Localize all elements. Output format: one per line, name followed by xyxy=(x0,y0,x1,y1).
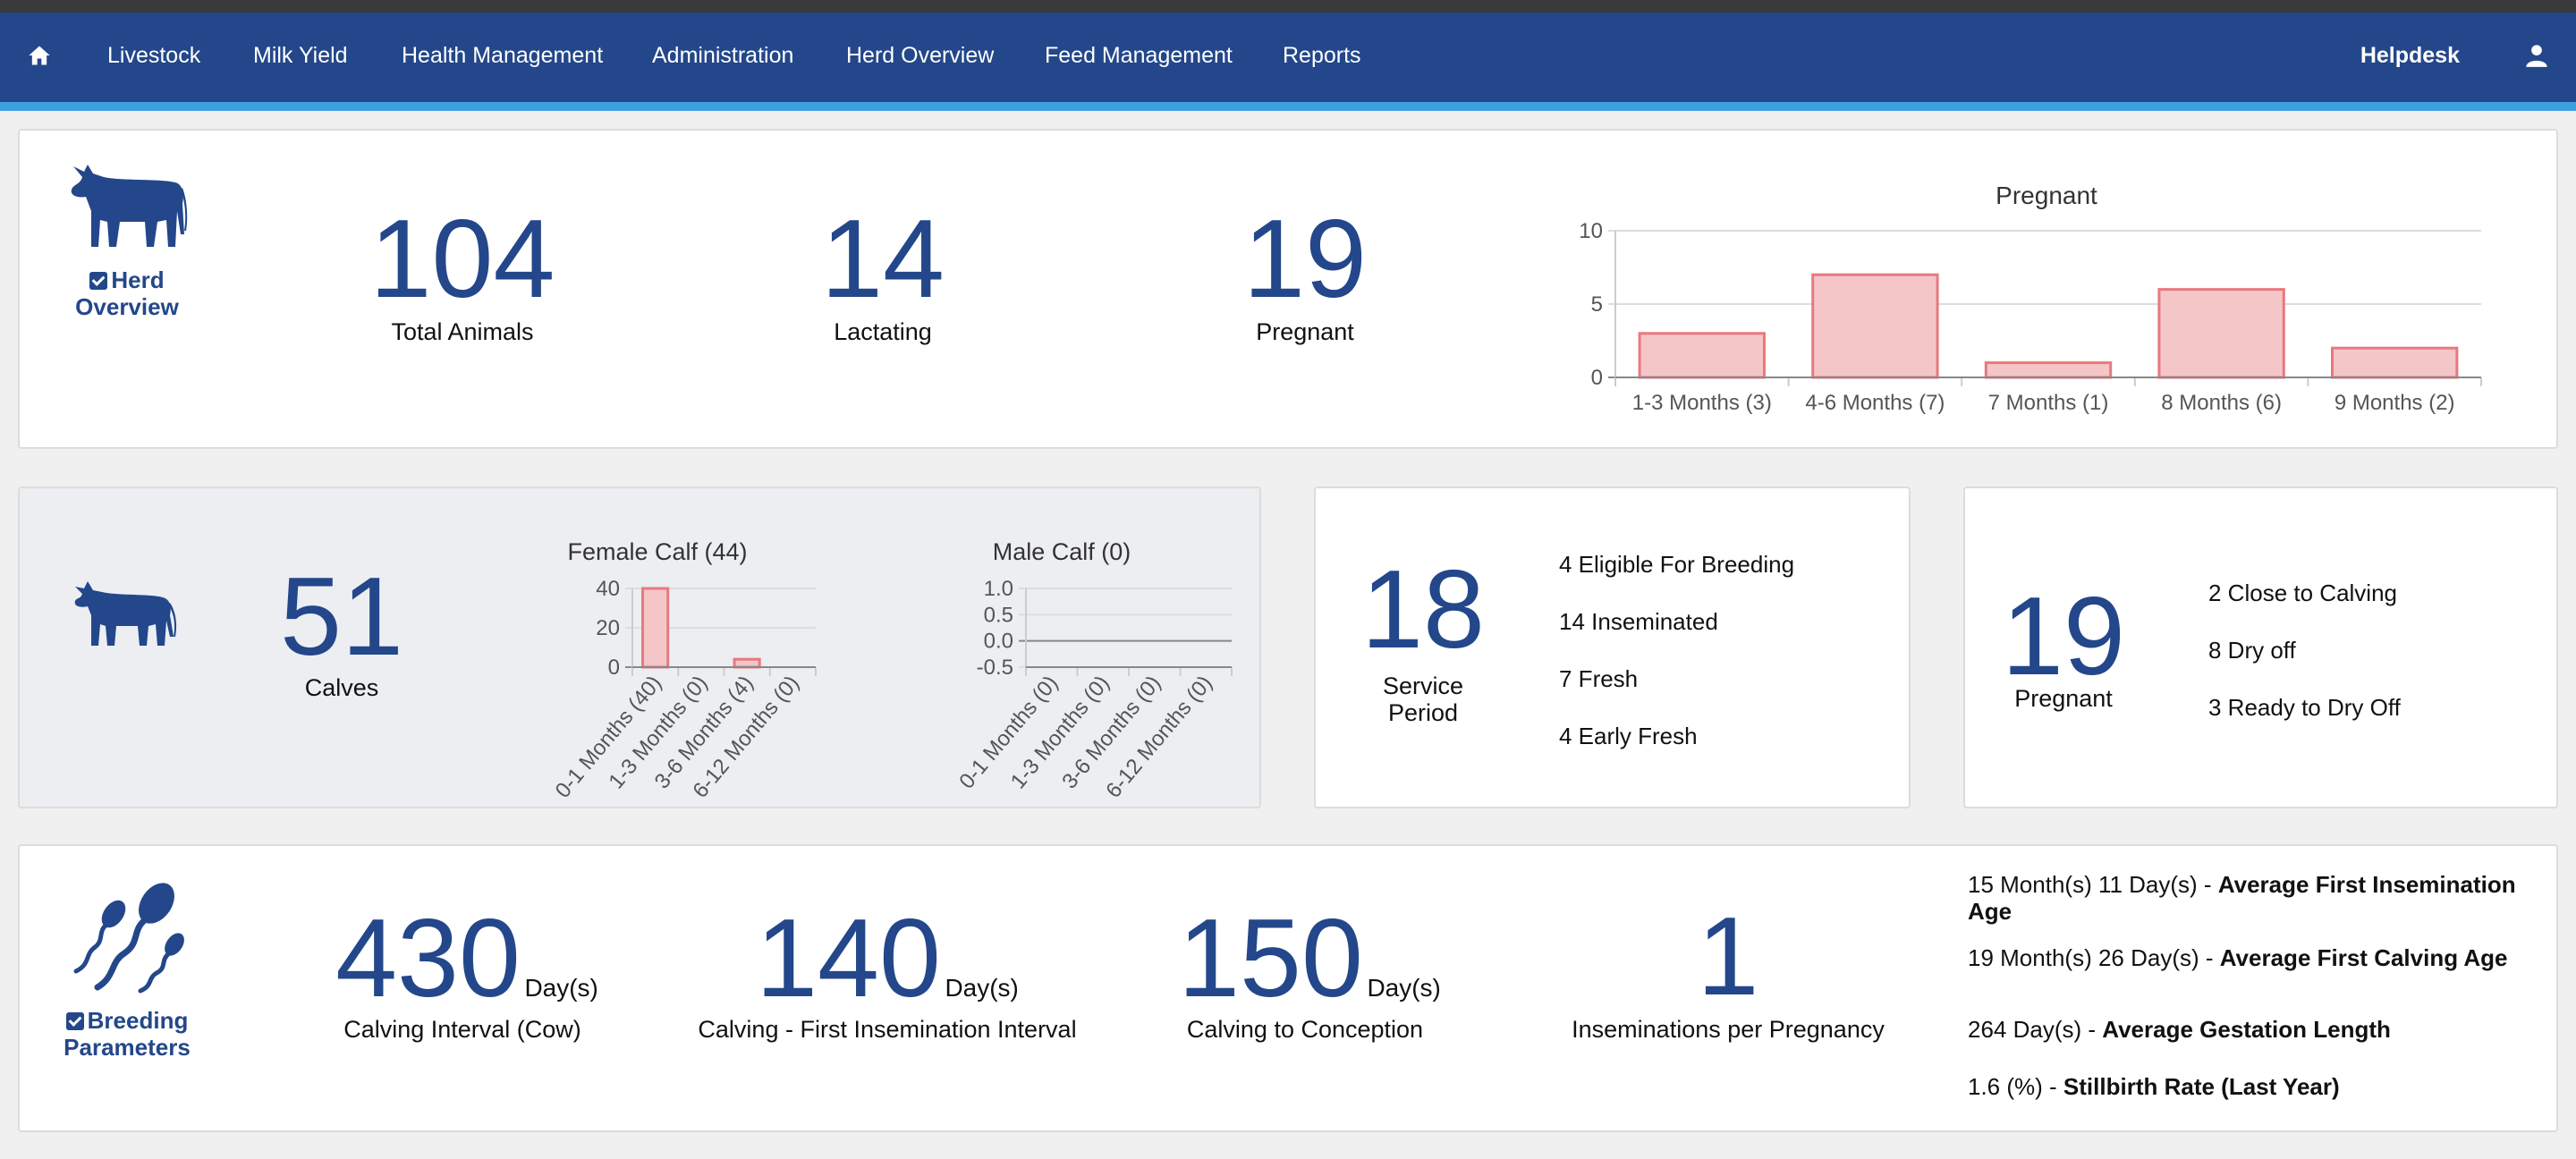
lactating-value: 14 xyxy=(821,198,945,321)
y-tick-label: 0 xyxy=(1591,366,1603,390)
y-tick-label: 5 xyxy=(1591,292,1603,317)
conception-label: Calving to Conception xyxy=(1186,1016,1424,1043)
pregnancy-item: 8 Dry off xyxy=(2208,637,2296,664)
calving-interval-label: Calving Interval (Cow) xyxy=(343,1016,581,1043)
nav-helpdesk[interactable]: Helpdesk xyxy=(2360,43,2460,68)
calves-value: 51 xyxy=(280,555,403,679)
nav-accent-line xyxy=(0,102,2576,111)
x-tick-label: 7 Months (1) xyxy=(1988,391,2109,415)
total-animals-value: 104 xyxy=(369,198,555,321)
calving-interval-unit: Day(s) xyxy=(524,974,598,1002)
pregnancy-label: Pregnant xyxy=(2014,685,2113,712)
first-insemination-unit: Day(s) xyxy=(945,974,1019,1002)
y-tick-label: 0.0 xyxy=(984,630,1013,654)
pregnant-months-chart: Pregnant 0 5 10 1-3 Months (3) 4-6 Months (7)… xyxy=(1579,182,2482,415)
y-tick-label: 20 xyxy=(596,616,620,640)
conception-stat: 150 Day(s) xyxy=(1140,903,1479,1014)
nav-livestock[interactable]: Livestock xyxy=(107,43,201,68)
nav-administration[interactable]: Administration xyxy=(652,43,794,68)
y-tick-label: 0 xyxy=(608,656,620,680)
check-icon xyxy=(89,272,108,290)
first-insemination-stat: 140 Day(s) xyxy=(717,903,1057,1014)
y-tick-label: 10 xyxy=(1579,219,1603,243)
nav-reports[interactable]: Reports xyxy=(1283,43,1361,68)
pregnancy-item: 2 Close to Calving xyxy=(2208,580,2397,606)
service-period-card: 18 Service Period 4 Eligible For Breedin… xyxy=(1314,486,1911,808)
main-navbar: Livestock Milk Yield Health Management A… xyxy=(0,13,2576,102)
service-item: 7 Fresh xyxy=(1559,665,1639,692)
window-top-strip xyxy=(0,0,2576,13)
calves-label: Calves xyxy=(304,674,379,701)
inseminations-per-pregnancy-label: Inseminations per Pregnancy xyxy=(1572,1016,1885,1043)
chart-title: Female Calf (44) xyxy=(567,538,747,565)
breeding-stat-first-insemination-age: 15 Month(s) 11 Day(s) - Average First In… xyxy=(1968,871,2516,925)
y-tick-label: 40 xyxy=(596,577,620,601)
herd-overview-title[interactable]: Herd Overview xyxy=(75,266,179,320)
pregnant-value: 19 xyxy=(1243,198,1367,321)
chart-bar xyxy=(2157,288,2285,379)
chart-bar xyxy=(1638,332,1766,379)
pregnancy-item: 3 Ready to Dry Off xyxy=(2208,694,2401,721)
service-item: 14 Inseminated xyxy=(1559,608,1718,635)
calving-interval-stat: 430 Day(s) xyxy=(297,903,637,1014)
chart-bar xyxy=(2331,346,2459,379)
user-icon[interactable] xyxy=(2524,43,2549,68)
first-insemination-label: Calving - First Insemination Interval xyxy=(698,1016,1077,1043)
calving-interval-value: 430 xyxy=(335,897,521,1020)
x-tick-label: 1-3 Months (3) xyxy=(1632,391,1772,415)
nav-milk-yield[interactable]: Milk Yield xyxy=(253,43,348,68)
pregnancy-value: 19 xyxy=(2002,575,2125,698)
total-animals-label: Total Animals xyxy=(391,318,534,345)
service-item: 4 Early Fresh xyxy=(1559,723,1698,749)
chart-bar xyxy=(641,587,670,669)
x-tick-label: 8 Months (6) xyxy=(2161,391,2282,415)
check-icon xyxy=(65,1012,84,1030)
service-period-value: 18 xyxy=(1361,548,1485,672)
breeding-parameters-title[interactable]: Breeding Parameters xyxy=(64,1007,191,1061)
chart-title: Male Calf (0) xyxy=(993,538,1131,565)
pregnant-label: Pregnant xyxy=(1256,318,1354,345)
breeding-stat-gestation-length: 264 Day(s) - Average Gestation Length xyxy=(1968,1016,2391,1043)
home-icon[interactable] xyxy=(27,43,52,68)
cow-icon xyxy=(71,165,188,247)
breeding-stat-first-calving-age: 19 Month(s) 26 Day(s) - Average First Ca… xyxy=(1968,944,2508,971)
pregnancy-card: 19 Pregnant 2 Close to Calving 8 Dry off… xyxy=(1963,486,2558,808)
x-tick-label: 9 Months (2) xyxy=(2334,391,2455,415)
inseminations-per-pregnancy-value: 1 xyxy=(1697,895,1759,1019)
y-tick-label: -0.5 xyxy=(977,656,1013,680)
nav-feed-management[interactable]: Feed Management xyxy=(1045,43,1233,68)
lactating-label: Lactating xyxy=(834,318,932,345)
service-period-label: Service Period xyxy=(1382,673,1464,726)
service-item: 4 Eligible For Breeding xyxy=(1559,551,1795,578)
chart-title: Pregnant xyxy=(1996,182,2097,209)
y-tick-label: 1.0 xyxy=(984,577,1013,601)
calf-icon xyxy=(74,581,177,646)
y-tick-label: 0.5 xyxy=(984,603,1013,627)
herd-overview-card: Herd Overview 104 Total Animals 14 Lacta… xyxy=(18,129,2558,449)
nav-herd-overview[interactable]: Herd Overview xyxy=(846,43,995,68)
breeding-parameters-card: Breeding Parameters 430 Day(s) Calving I… xyxy=(18,844,2558,1132)
male-calf-chart: Male Calf (0)-0.50.00.51.00-1 Months (0)… xyxy=(954,538,1233,801)
sperm-icon xyxy=(73,883,184,994)
calves-card: 51 Calves Female Calf (44) 0 20 40 0-1 Month… xyxy=(18,486,1261,808)
chart-bar xyxy=(1811,273,1939,379)
chart-bar xyxy=(1984,361,2113,379)
conception-unit: Day(s) xyxy=(1367,974,1441,1002)
breeding-stat-stillbirth-rate: 1.6 (%) - Stillbirth Rate (Last Year) xyxy=(1968,1073,2340,1100)
first-insemination-value: 140 xyxy=(756,897,941,1020)
chart-bar xyxy=(733,657,761,669)
nav-health-management[interactable]: Health Management xyxy=(402,43,604,68)
conception-value: 150 xyxy=(1178,897,1363,1020)
x-tick-label: 4-6 Months (7) xyxy=(1805,391,1945,415)
